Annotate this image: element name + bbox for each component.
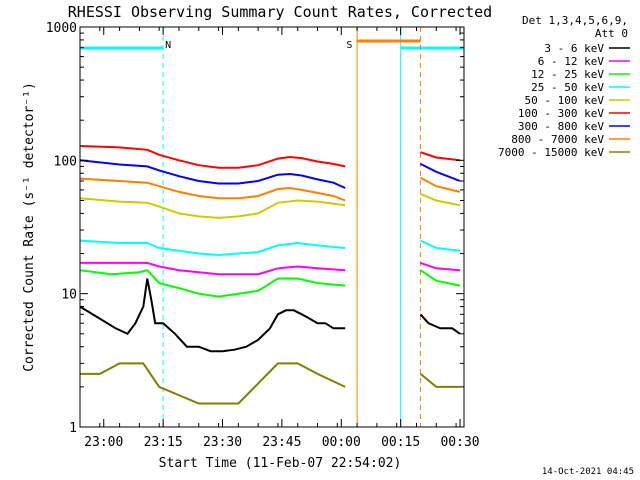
chart-title: RHESSI Observing Summary Count Rates, Co… — [68, 3, 492, 21]
y-tick-label-3: 1000 — [46, 21, 77, 36]
series-line-7-0 — [79, 177, 346, 202]
y-tick-label-0: 1 — [69, 421, 77, 436]
legend-header-1: Det 1,3,4,5,6,9, — [522, 14, 628, 27]
series-line-8-1 — [419, 373, 460, 388]
series-line-0-1 — [419, 313, 461, 335]
legend-label-6: 300 - 800 keV — [518, 120, 604, 133]
plot-frame — [79, 26, 465, 428]
series-line-5-0 — [79, 145, 346, 169]
series-line-2-0 — [79, 269, 346, 298]
series-line-1-1 — [420, 261, 461, 272]
x-tick-label-0: 23:00 — [84, 435, 123, 450]
annotation-S: S — [346, 40, 352, 51]
series-line-6-1 — [420, 163, 461, 182]
x-tick-label-3: 23:45 — [262, 435, 301, 450]
y-tick-label-1: 10 — [61, 288, 77, 303]
x-axis: 23:00 23:15 23:30 23:45 00:00 00:15 00:30 — [79, 27, 480, 450]
generation-timestamp: 14-Oct-2021 04:45 — [542, 467, 634, 477]
legend-label-1: 6 - 12 keV — [538, 55, 605, 68]
x-axis-label: Start Time (11-Feb-07 22:54:02) — [159, 456, 402, 471]
series-line-4-0 — [79, 197, 346, 219]
y-tick-label-2: 100 — [54, 154, 77, 169]
series-line-6-0 — [79, 159, 346, 189]
series-line-2-1 — [419, 269, 461, 287]
series-line-0-0 — [79, 278, 346, 353]
legend-label-5: 100 - 300 keV — [518, 107, 604, 120]
series-line-5-1 — [420, 151, 461, 162]
series-line-3-1 — [420, 239, 461, 252]
legend-label-0: 3 - 6 keV — [544, 42, 604, 55]
legend-header-2: Att 0 — [595, 27, 628, 40]
x-tick-label-4: 00:00 — [322, 435, 361, 450]
x-tick-label-2: 23:30 — [203, 435, 242, 450]
series-line-7-1 — [420, 176, 461, 193]
legend-label-4: 50 - 100 keV — [525, 94, 605, 107]
y-axis: 1 10 100 1000 — [46, 21, 464, 436]
annotation-N: N — [165, 40, 171, 51]
x-tick-label-5: 00:15 — [381, 435, 420, 450]
y-axis-label: Corrected Count Rate (s⁻¹ detector⁻¹) — [22, 82, 37, 372]
x-tick-label-6: 00:30 — [440, 435, 479, 450]
legend-label-3: 25 - 50 keV — [531, 81, 604, 94]
x-tick-label-1: 23:15 — [144, 435, 183, 450]
legend-label-7: 800 - 7000 keV — [511, 133, 604, 146]
legend-label-2: 12 - 25 keV — [531, 68, 604, 81]
series-line-4-1 — [420, 192, 461, 207]
legend-label-8: 7000 - 15000 keV — [498, 146, 604, 159]
series-line-8-0 — [80, 362, 346, 405]
series-line-1-0 — [80, 261, 346, 276]
series-line-3-0 — [79, 239, 346, 257]
